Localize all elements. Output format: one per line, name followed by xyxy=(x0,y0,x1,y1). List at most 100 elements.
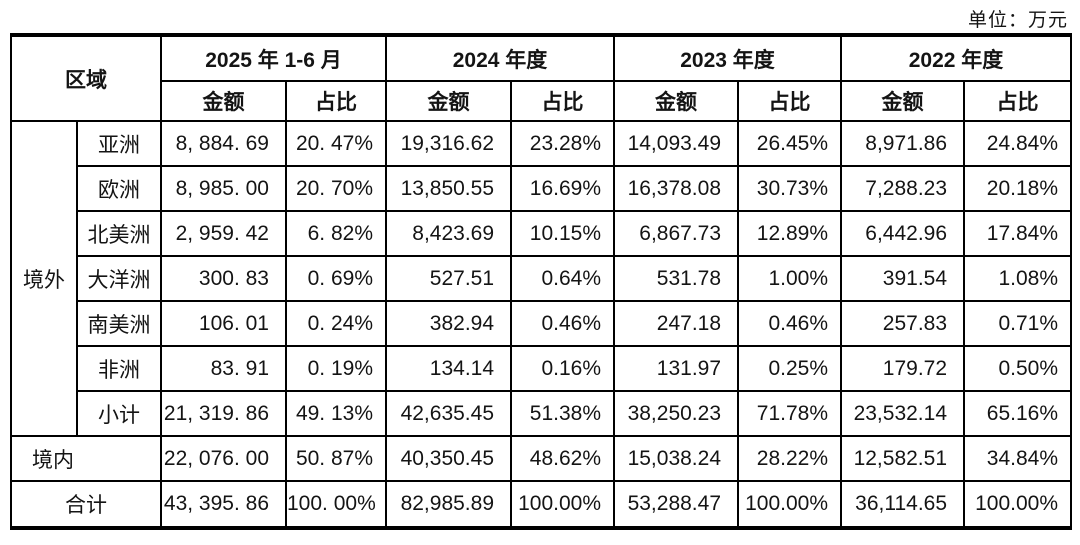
amount-cell: 391.54 xyxy=(840,255,966,302)
ratio-cell: 16.69% xyxy=(510,165,616,212)
ratio-cell: 20. 47% xyxy=(284,120,388,167)
amount-cell: 42,635.45 xyxy=(385,390,513,437)
ratio-cell: 100.00% xyxy=(737,480,843,529)
ratio-cell: 0.71% xyxy=(963,300,1073,347)
overseas-group-label: 境外 xyxy=(10,120,78,437)
amount-cell: 8, 884. 69 xyxy=(160,120,287,167)
table-row-africa: 非洲 83. 91 0. 19% 134.14 0.16% 131.97 0.2… xyxy=(11,345,1073,392)
table-row-north-america: 北美洲 2, 959. 42 6. 82% 8,423.69 10.15% 6,… xyxy=(11,210,1073,257)
ratio-cell: 0. 24% xyxy=(284,300,388,347)
amount-cell: 257.83 xyxy=(840,300,966,347)
ratio-cell: 51.38% xyxy=(510,390,616,437)
table-row-overseas-subtotal: 小计 21, 319. 86 49. 13% 42,635.45 51.38% … xyxy=(11,390,1073,437)
period-header-2023: 2023 年度 xyxy=(613,34,843,82)
row-label: 亚洲 xyxy=(76,120,162,167)
ratio-cell: 100. 00% xyxy=(284,480,388,529)
ratio-header: 占比 xyxy=(963,80,1073,122)
unit-label: 单位：万元 xyxy=(967,10,1068,31)
table-row-europe: 欧洲 8, 985. 00 20. 70% 13,850.55 16.69% 1… xyxy=(11,165,1073,212)
ratio-cell: 0. 69% xyxy=(284,255,388,302)
period-header-2024: 2024 年度 xyxy=(385,34,616,82)
ratio-cell: 23.28% xyxy=(510,120,616,167)
ratio-cell: 20.18% xyxy=(963,165,1073,212)
amount-cell: 2, 959. 42 xyxy=(160,210,287,257)
ratio-cell: 10.15% xyxy=(510,210,616,257)
ratio-cell: 0. 19% xyxy=(284,345,388,392)
amount-cell: 531.78 xyxy=(613,255,740,302)
amount-cell: 23,532.14 xyxy=(840,390,966,437)
row-label: 北美洲 xyxy=(76,210,162,257)
amount-cell: 14,093.49 xyxy=(613,120,740,167)
row-label: 欧洲 xyxy=(76,165,162,212)
ratio-cell: 65.16% xyxy=(963,390,1073,437)
amount-header: 金额 xyxy=(160,80,287,122)
ratio-cell: 12.89% xyxy=(737,210,843,257)
ratio-cell: 28.22% xyxy=(737,435,843,482)
amount-cell: 40,350.45 xyxy=(385,435,513,482)
ratio-cell: 30.73% xyxy=(737,165,843,212)
ratio-cell: 0.50% xyxy=(963,345,1073,392)
ratio-header: 占比 xyxy=(284,80,388,122)
row-label: 非洲 xyxy=(76,345,162,392)
amount-cell: 8,423.69 xyxy=(385,210,513,257)
amount-cell: 6,867.73 xyxy=(613,210,740,257)
amount-cell: 6,442.96 xyxy=(840,210,966,257)
ratio-cell: 24.84% xyxy=(963,120,1073,167)
amount-cell: 382.94 xyxy=(385,300,513,347)
amount-cell: 12,582.51 xyxy=(840,435,966,482)
row-label: 大洋洲 xyxy=(76,255,162,302)
region-header: 区域 xyxy=(10,34,162,122)
amount-cell: 22, 076. 00 xyxy=(160,435,287,482)
amount-header: 金额 xyxy=(840,80,966,122)
amount-cell: 21, 319. 86 xyxy=(160,390,287,437)
ratio-cell: 0.16% xyxy=(510,345,616,392)
amount-cell: 8,971.86 xyxy=(840,120,966,167)
amount-cell: 38,250.23 xyxy=(613,390,740,437)
ratio-cell: 50. 87% xyxy=(284,435,388,482)
ratio-cell: 1.00% xyxy=(737,255,843,302)
amount-cell: 13,850.55 xyxy=(385,165,513,212)
table-row-domestic: 境内 22, 076. 00 50. 87% 40,350.45 48.62% … xyxy=(10,435,1073,482)
amount-cell: 106. 01 xyxy=(160,300,287,347)
amount-cell: 179.72 xyxy=(840,345,966,392)
ratio-cell: 17.84% xyxy=(963,210,1073,257)
amount-cell: 36,114.65 xyxy=(840,480,966,529)
amount-cell: 83. 91 xyxy=(160,345,287,392)
ratio-cell: 1.08% xyxy=(963,255,1073,302)
amount-cell: 53,288.47 xyxy=(613,480,740,529)
ratio-cell: 20. 70% xyxy=(284,165,388,212)
ratio-cell: 0.46% xyxy=(510,300,616,347)
ratio-cell: 0.25% xyxy=(737,345,843,392)
regional-revenue-table: 区域 2025 年 1-6 月 2024 年度 2023 年度 2022 年度 … xyxy=(10,33,1073,530)
ratio-cell: 100.00% xyxy=(963,480,1073,529)
amount-cell: 19,316.62 xyxy=(385,120,513,167)
ratio-cell: 26.45% xyxy=(737,120,843,167)
row-label: 境内 xyxy=(10,435,162,482)
amount-cell: 43, 395. 86 xyxy=(160,480,287,529)
table-row-total: 合计 43, 395. 86 100. 00% 82,985.89 100.00… xyxy=(10,480,1073,529)
amount-cell: 131.97 xyxy=(613,345,740,392)
amount-header: 金额 xyxy=(613,80,740,122)
table-row-oceania: 大洋洲 300. 83 0. 69% 527.51 0.64% 531.78 1… xyxy=(11,255,1073,302)
ratio-cell: 34.84% xyxy=(963,435,1073,482)
amount-cell: 16,378.08 xyxy=(613,165,740,212)
ratio-cell: 100.00% xyxy=(510,480,616,529)
amount-cell: 247.18 xyxy=(613,300,740,347)
ratio-header: 占比 xyxy=(737,80,843,122)
period-header-2022: 2022 年度 xyxy=(840,34,1073,82)
ratio-cell: 71.78% xyxy=(737,390,843,437)
row-label: 合计 xyxy=(10,480,162,529)
amount-cell: 300. 83 xyxy=(160,255,287,302)
row-label: 南美洲 xyxy=(76,300,162,347)
amount-cell: 82,985.89 xyxy=(385,480,513,529)
amount-cell: 7,288.23 xyxy=(840,165,966,212)
amount-cell: 15,038.24 xyxy=(613,435,740,482)
table-row-asia: 境外 亚洲 8, 884. 69 20. 47% 19,316.62 23.28… xyxy=(10,120,1073,437)
ratio-cell: 6. 82% xyxy=(284,210,388,257)
amount-cell: 8, 985. 00 xyxy=(160,165,287,212)
ratio-header: 占比 xyxy=(510,80,616,122)
amount-header: 金额 xyxy=(385,80,513,122)
ratio-cell: 0.46% xyxy=(737,300,843,347)
amount-cell: 527.51 xyxy=(385,255,513,302)
